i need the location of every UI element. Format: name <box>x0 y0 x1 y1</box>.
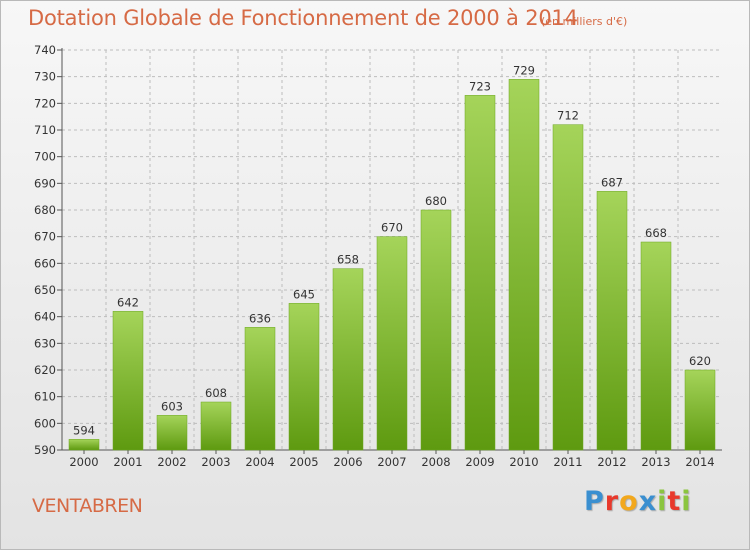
bar <box>288 303 320 451</box>
chart-subtitle: (en milliers d'€) <box>541 15 628 28</box>
bar <box>112 311 144 451</box>
bar <box>684 369 716 451</box>
y-tick-label: 590 <box>34 443 56 457</box>
y-tick-label: 730 <box>34 70 56 84</box>
y-tick-label: 700 <box>34 150 56 164</box>
bar <box>508 79 540 451</box>
x-tick-label: 2003 <box>201 455 230 469</box>
x-tick-label: 2006 <box>333 455 362 469</box>
logo-letter: t <box>667 486 682 517</box>
logo-letter: i <box>681 486 692 517</box>
data-label: 645 <box>293 287 315 301</box>
x-tick-label: 2012 <box>597 455 626 469</box>
y-tick-label: 660 <box>34 256 56 270</box>
bar <box>596 191 628 451</box>
data-label: 668 <box>645 226 667 240</box>
bar <box>420 209 452 451</box>
logo-letter: r <box>604 486 620 517</box>
y-tick-label: 650 <box>34 283 56 297</box>
bar <box>376 236 408 451</box>
bar <box>552 124 584 451</box>
data-labels: 594 642 603 608 636 645 658 670 680 723 729 712 687 6… <box>73 63 711 437</box>
x-tick-label: 2000 <box>69 455 98 469</box>
x-tick-label: 2001 <box>113 455 142 469</box>
data-label: 729 <box>513 63 535 77</box>
y-tick-label: 600 <box>34 416 56 430</box>
data-label: 687 <box>601 175 623 189</box>
y-tick-label: 670 <box>34 230 56 244</box>
y-tick-label: 620 <box>34 363 56 377</box>
bar <box>156 415 188 451</box>
x-tick-label: 2007 <box>377 455 406 469</box>
logo-letter: x <box>638 486 658 517</box>
chart-title: Dotation Globale de Fonctionnement de 20… <box>28 6 578 30</box>
data-label: 594 <box>73 423 95 437</box>
x-tick-label: 2014 <box>685 455 714 469</box>
y-tick-label: 630 <box>34 336 56 350</box>
y-tick-label: 610 <box>34 390 56 404</box>
y-tick-label: 720 <box>34 96 56 110</box>
x-tick-label: 2011 <box>553 455 582 469</box>
x-tick-label: 2013 <box>641 455 670 469</box>
data-label: 658 <box>337 253 359 267</box>
data-label: 603 <box>161 399 183 413</box>
data-label: 723 <box>469 79 491 93</box>
data-label: 636 <box>249 311 271 325</box>
bar <box>244 327 276 451</box>
x-tick-label: 2010 <box>509 455 538 469</box>
x-tick-label: 2004 <box>245 455 274 469</box>
y-tick-label: 680 <box>34 203 56 217</box>
x-tick-label: 2002 <box>157 455 186 469</box>
data-label: 712 <box>557 109 579 123</box>
y-tick-label: 690 <box>34 176 56 190</box>
bars <box>68 79 716 451</box>
bar <box>640 241 672 451</box>
bar <box>68 439 100 451</box>
logo-letter: o <box>619 486 639 517</box>
data-label: 680 <box>425 194 447 208</box>
data-label: 670 <box>381 221 403 235</box>
data-label: 620 <box>689 354 711 368</box>
logo-letter: i <box>657 486 668 517</box>
data-label: 642 <box>117 295 139 309</box>
y-tick-label: 640 <box>34 310 56 324</box>
bar <box>464 95 496 451</box>
commune-name: VENTABREN <box>32 495 143 517</box>
y-tick-label: 710 <box>34 123 56 137</box>
data-label: 608 <box>205 386 227 400</box>
x-tick-labels: 2000 2001 2002 2003 2004 2005 2006 2007 2008 2009… <box>69 455 714 469</box>
bar <box>200 401 232 451</box>
x-tick-label: 2008 <box>421 455 450 469</box>
y-tick-label: 740 <box>34 43 56 57</box>
y-tick-labels: 590 600 610 620 630 640 650 660 670 680 690 700 710 7… <box>34 43 56 457</box>
x-tick-label: 2009 <box>465 455 494 469</box>
bar <box>332 268 364 451</box>
logo-letter: P <box>584 486 605 517</box>
x-tick-label: 2005 <box>289 455 318 469</box>
proxiti-logo: Proxiti <box>584 486 692 517</box>
